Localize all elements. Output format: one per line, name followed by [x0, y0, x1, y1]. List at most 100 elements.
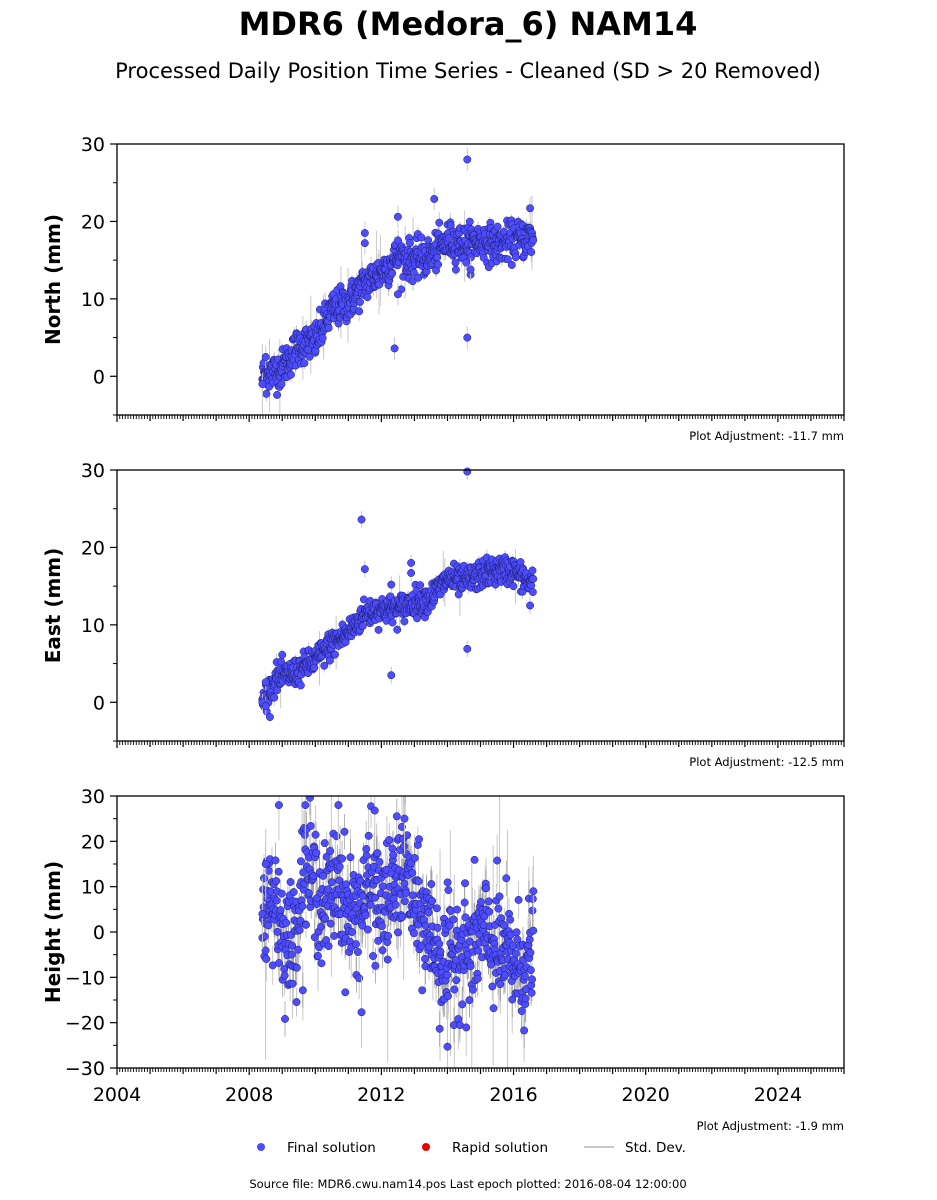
data-point: [430, 195, 439, 203]
x-tick-label: 2004: [93, 1084, 141, 1106]
data-point: [378, 946, 387, 955]
data-point: [484, 897, 493, 906]
data-point: [449, 915, 458, 924]
data-point: [512, 928, 521, 937]
data-point: [265, 713, 274, 722]
y-tick-label: 10: [81, 615, 105, 637]
data-point: [488, 982, 497, 991]
data-point: [389, 851, 398, 859]
data-point: [443, 971, 452, 980]
data-point: [322, 852, 331, 861]
data-point: [451, 258, 460, 267]
data-point: [470, 855, 479, 864]
data-point: [465, 937, 474, 946]
x-tick-label: 2024: [754, 1084, 802, 1106]
data-point: [324, 323, 333, 332]
data-point: [260, 932, 269, 941]
data-point: [400, 814, 409, 823]
data-point: [369, 952, 377, 960]
data-point: [261, 860, 270, 868]
data-point: [261, 946, 270, 955]
plot-area: [258, 796, 538, 1068]
data-point: [326, 847, 335, 855]
data-point: [410, 854, 419, 862]
data-point: [341, 988, 350, 997]
y-tick-label: 10: [81, 877, 105, 899]
data-point: [375, 857, 384, 866]
axes-frame: [116, 469, 845, 742]
y-tick-label: 20: [81, 211, 105, 233]
data-point: [313, 951, 322, 960]
data-point: [261, 352, 270, 361]
data-point: [305, 352, 314, 361]
legend-rapid-marker: [422, 1143, 430, 1151]
data-point: [260, 874, 268, 883]
data-point: [444, 234, 453, 243]
data-point: [450, 985, 459, 994]
data-point: [332, 832, 341, 841]
legend: Final solution Rapid solution Std. Dev.: [257, 1140, 686, 1156]
data-point: [500, 921, 509, 930]
legend-final-marker: [257, 1143, 265, 1151]
data-point: [385, 836, 394, 844]
data-point: [301, 801, 310, 810]
data-point: [388, 269, 397, 278]
data-point: [528, 566, 537, 575]
data-point: [466, 962, 475, 971]
data-point: [508, 995, 517, 1004]
axes-frame: [116, 143, 845, 416]
data-point: [462, 1023, 471, 1032]
data-point: [493, 222, 502, 231]
data-point: [526, 966, 535, 975]
y-tick-label: 20: [81, 537, 105, 559]
data-point: [393, 290, 402, 299]
plot-area: [258, 470, 538, 722]
data-point: [527, 988, 536, 997]
data-point: [408, 868, 417, 877]
x-tick-label: 2016: [489, 1084, 537, 1106]
data-point: [302, 920, 310, 929]
y-tick-label: 0: [93, 922, 105, 944]
data-point: [474, 946, 483, 955]
data-point: [373, 849, 382, 858]
data-point: [435, 218, 444, 227]
data-point: [288, 979, 297, 988]
data-point: [348, 928, 356, 936]
legend-final-label: Final solution: [287, 1140, 376, 1156]
legend-rapid-label: Rapid solution: [452, 1140, 548, 1156]
data-point: [526, 948, 535, 957]
data-point: [465, 996, 474, 1005]
data-point: [525, 935, 534, 944]
data-point: [434, 260, 443, 269]
data-point: [400, 879, 409, 888]
data-point: [462, 258, 471, 267]
data-point: [509, 582, 518, 591]
data-point: [529, 574, 538, 583]
data-point: [511, 949, 520, 958]
data-point: [320, 839, 329, 848]
data-point: [400, 897, 409, 906]
plot-adjustment-note: Plot Adjustment: -11.7 mm: [689, 429, 844, 443]
data-point: [311, 830, 320, 839]
data-point: [476, 898, 485, 906]
data-point: [463, 333, 472, 342]
data-point: [366, 901, 375, 909]
data-point: [520, 1026, 529, 1035]
data-point: [264, 921, 273, 930]
data-point: [527, 248, 536, 256]
data-point: [358, 622, 367, 631]
data-point: [296, 857, 305, 866]
data-point: [258, 909, 267, 918]
data-point: [371, 961, 380, 970]
y-tick-label: 30: [81, 460, 105, 482]
data-point: [506, 915, 515, 924]
data-point: [529, 236, 538, 245]
data-point: [275, 959, 284, 967]
data-point: [317, 959, 326, 968]
y-tick-label: 10: [81, 289, 105, 311]
data-point: [461, 913, 470, 922]
data-point: [398, 822, 406, 831]
data-point: [371, 893, 379, 902]
y-tick-label: −10: [65, 967, 105, 989]
data-point: [306, 796, 314, 802]
